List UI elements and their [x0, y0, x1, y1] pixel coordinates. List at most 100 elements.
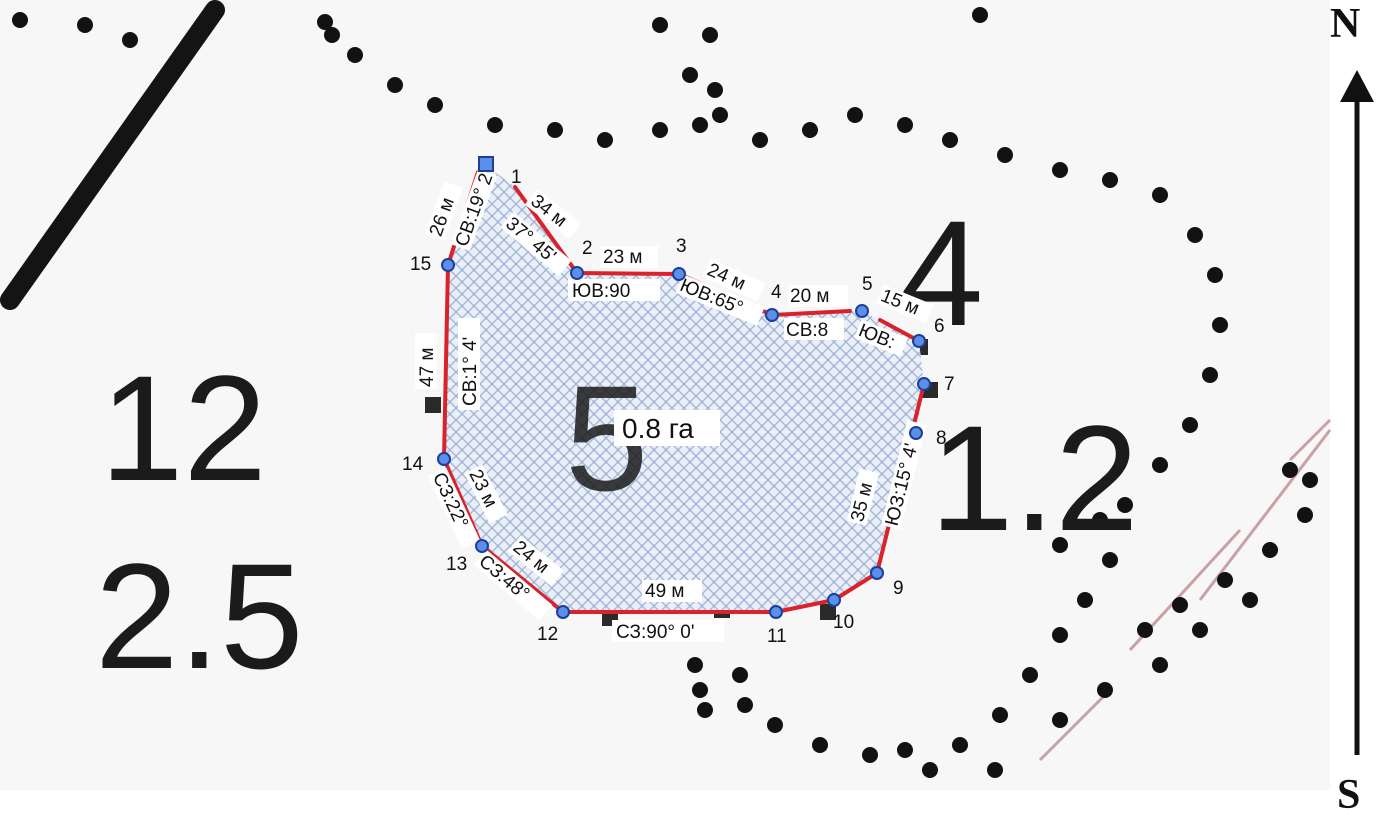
boundary-dot	[707, 82, 723, 98]
boundary-dot	[1077, 592, 1093, 608]
vertex-marker-9[interactable]	[870, 566, 884, 580]
boundary-dot	[712, 107, 728, 123]
boundary-dot	[1262, 542, 1278, 558]
boundary-dot	[692, 682, 708, 698]
boundary-dot	[1242, 592, 1258, 608]
vertex-marker-4[interactable]	[765, 308, 779, 322]
segment-12-13	[480, 544, 565, 614]
boundary-dot	[122, 32, 138, 48]
boundary-dot	[1097, 682, 1113, 698]
boundary-dot	[1102, 172, 1118, 188]
vertex-marker-14[interactable]	[437, 452, 451, 466]
parcel-number-12: 12	[100, 344, 267, 512]
boundary-dot	[802, 122, 818, 138]
parcel-number-4: 4	[900, 189, 983, 357]
boundary-dot	[487, 117, 503, 133]
boundary-dot	[317, 14, 333, 30]
boundary-dot	[1092, 512, 1108, 528]
boundary-dot	[732, 667, 748, 683]
boundary-dot	[1207, 267, 1223, 283]
boundary-dot	[1182, 417, 1198, 433]
vertex-label-11: 11	[767, 626, 787, 647]
boundary-dot	[687, 657, 703, 673]
vertex-marker-10[interactable]	[827, 593, 841, 607]
vertex-marker-square[interactable]	[478, 156, 494, 172]
boundary-dot	[767, 717, 783, 733]
vertex-marker-3[interactable]	[672, 267, 686, 281]
bearing-label-14-15: СВ:1° 4'	[460, 337, 481, 406]
boundary-dot	[1282, 462, 1298, 478]
vertex-marker-13[interactable]	[475, 539, 489, 553]
boundary-dot	[897, 742, 913, 758]
boundary-dot	[992, 707, 1008, 723]
boundary-dot	[897, 117, 913, 133]
boundary-dot	[324, 27, 340, 43]
vertex-marker-7[interactable]	[917, 377, 931, 391]
area-label-box	[614, 410, 720, 446]
boundary-dot	[1052, 712, 1068, 728]
vertex-label-6: 6	[934, 316, 945, 337]
bearing-label-11-12: СЗ:90° 0'	[616, 622, 694, 643]
boundary-dot	[1022, 667, 1038, 683]
boundary-dot	[652, 122, 668, 138]
length-label-4-5: 20 м	[790, 286, 829, 307]
boundary-dot	[427, 97, 443, 113]
boundary-dot	[77, 17, 93, 33]
segment-5-6	[878, 318, 921, 343]
segment-2-3	[575, 271, 681, 276]
vertex-marker-11[interactable]	[769, 605, 783, 619]
vertex-label-2: 2	[582, 238, 593, 259]
vertex-marker-2[interactable]	[570, 266, 584, 280]
boundary-dot	[387, 77, 403, 93]
boundary-mark	[820, 604, 836, 620]
boundary-dot	[952, 737, 968, 753]
length-label-2-3: 23 м	[603, 247, 642, 268]
boundary-dot	[1297, 507, 1313, 523]
vertex-label-12: 12	[537, 624, 558, 645]
vertex-marker-8[interactable]	[909, 426, 923, 440]
boundary-dot	[847, 107, 863, 123]
vertex-marker-12[interactable]	[556, 605, 570, 619]
vertex-label-4: 4	[771, 282, 782, 303]
boundary-dot	[972, 7, 988, 23]
parcel-number-2-5: 2.5	[95, 532, 304, 700]
boundary-dot	[597, 132, 613, 148]
vertex-label-8: 8	[936, 428, 947, 449]
vertex-label-1: 1	[511, 167, 522, 188]
segment-10-11	[774, 598, 836, 614]
segment-9-10	[832, 571, 879, 602]
boundary-dot	[1137, 622, 1153, 638]
boundary-dot	[1152, 457, 1168, 473]
vertex-number-labels: 1 2 3 4 5 6 7 8 9 10 11 12 13 14 15	[402, 167, 955, 647]
boundary-dot	[1187, 227, 1203, 243]
boundary-dot	[1172, 597, 1188, 613]
boundary-dot	[942, 132, 958, 148]
boundary-dot	[737, 697, 753, 713]
boundary-dot	[347, 47, 363, 63]
boundary-dot	[682, 67, 698, 83]
boundary-dot	[1052, 162, 1068, 178]
boundary-dot	[922, 762, 938, 778]
vertex-label-13: 13	[446, 554, 467, 575]
boundary-dot	[1152, 657, 1168, 673]
boundary-dot	[812, 737, 828, 753]
boundary-dot	[987, 762, 1003, 778]
parcel-number-1-2: 1.2	[930, 394, 1139, 562]
segment-14-15	[442, 263, 450, 461]
boundary-dot	[547, 122, 563, 138]
vertex-markers	[437, 156, 931, 619]
bearing-label-2-3: ЮВ:90	[572, 281, 630, 302]
parcel-polygon[interactable]	[444, 165, 924, 612]
vertex-marker-6[interactable]	[912, 334, 926, 348]
boundary-dot	[1217, 572, 1233, 588]
vertex-label-14: 14	[402, 454, 424, 475]
vertex-marker-15[interactable]	[441, 258, 455, 272]
north-arrow: N S	[1330, 1, 1374, 818]
boundary-dot	[692, 117, 708, 133]
bearing-label-4-5: СВ:8	[786, 320, 828, 341]
area-label: 0.8 га	[622, 413, 694, 444]
boundary-dot	[1102, 552, 1118, 568]
vertex-marker-5[interactable]	[855, 304, 869, 318]
vertex-label-15: 15	[410, 254, 431, 275]
